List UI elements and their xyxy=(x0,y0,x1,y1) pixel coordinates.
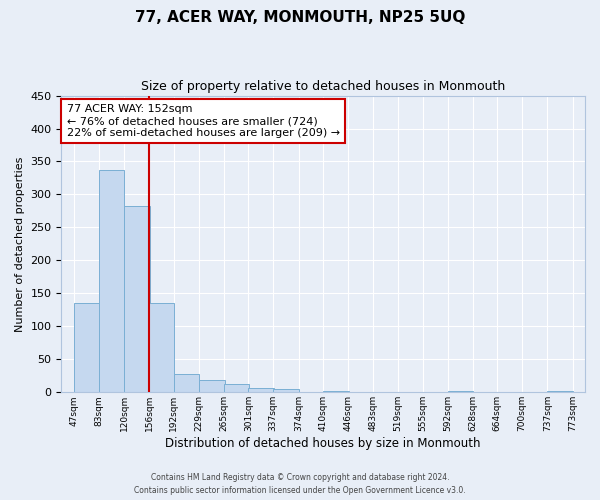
Bar xyxy=(74,304,100,392)
Text: 77 ACER WAY: 152sqm
← 76% of detached houses are smaller (724)
22% of semi-detac: 77 ACER WAY: 152sqm ← 76% of detached ho… xyxy=(67,104,340,138)
Bar xyxy=(547,391,572,392)
Bar xyxy=(99,170,124,392)
Text: 77, ACER WAY, MONMOUTH, NP25 5UQ: 77, ACER WAY, MONMOUTH, NP25 5UQ xyxy=(135,10,465,25)
Bar xyxy=(323,391,349,392)
Bar xyxy=(448,391,473,392)
Y-axis label: Number of detached properties: Number of detached properties xyxy=(15,156,25,332)
Bar xyxy=(199,380,224,392)
Bar xyxy=(174,374,199,392)
Bar xyxy=(248,388,274,392)
X-axis label: Distribution of detached houses by size in Monmouth: Distribution of detached houses by size … xyxy=(166,437,481,450)
Title: Size of property relative to detached houses in Monmouth: Size of property relative to detached ho… xyxy=(141,80,505,93)
Bar xyxy=(224,384,249,392)
Bar xyxy=(124,206,150,392)
Text: Contains HM Land Registry data © Crown copyright and database right 2024.
Contai: Contains HM Land Registry data © Crown c… xyxy=(134,474,466,495)
Bar xyxy=(273,389,299,392)
Bar xyxy=(149,304,175,392)
